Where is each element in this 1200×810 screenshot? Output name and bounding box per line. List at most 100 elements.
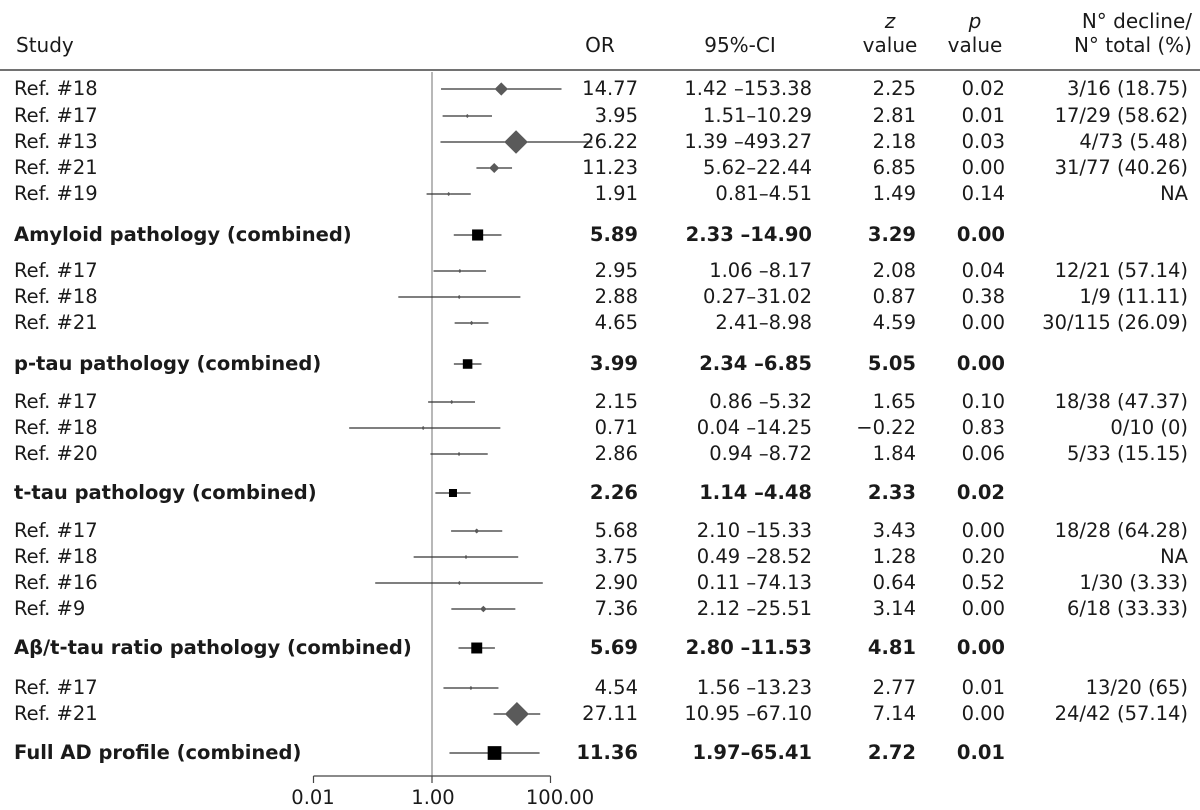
or-value: 5.89 (589, 223, 638, 246)
p-value: 0.02 (956, 481, 1005, 504)
study-estimate-diamond (457, 452, 462, 456)
or-value: 11.23 (582, 156, 638, 179)
study-label: Ref. #17 (14, 676, 98, 699)
decline-total: 13/20 (65) (1085, 676, 1188, 699)
or-value: 2.95 (594, 259, 638, 282)
decline-total: 17/29 (58.62) (1054, 104, 1188, 127)
or-value: 11.36 (576, 741, 638, 764)
ci-value: 0.86 –5.32 (709, 390, 812, 413)
ci-value: 2.41–8.98 (715, 311, 812, 334)
axis-tick-label: 100.00 (525, 786, 595, 809)
header-z-bottom: value (862, 33, 918, 57)
z-value: 3.14 (872, 597, 916, 620)
z-value: 3.43 (872, 519, 916, 542)
ci-value: 1.56 –13.23 (696, 676, 812, 699)
or-value: 2.90 (594, 571, 638, 594)
combined-estimate-square (487, 746, 502, 760)
combined-estimate-square (472, 229, 484, 241)
ci-value: 0.11 –74.13 (696, 571, 812, 594)
or-value: 1.91 (594, 182, 638, 205)
study-label: Ref. #21 (14, 311, 98, 334)
ci-value: 1.51–10.29 (703, 104, 812, 127)
combined-label: t-tau pathology (combined) (14, 481, 317, 504)
ci-value: 10.95 –67.10 (684, 702, 812, 725)
ci-value: 2.80 –11.53 (685, 636, 812, 659)
z-value: 1.49 (872, 182, 916, 205)
or-value: 5.68 (594, 519, 638, 542)
decline-total: 5/33 (15.15) (1066, 442, 1188, 465)
or-value: 4.65 (594, 311, 638, 334)
study-label: Ref. #13 (14, 130, 98, 153)
p-value: 0.00 (956, 636, 1005, 659)
header-n-top: N° decline/ (1081, 9, 1192, 33)
combined-estimate-square (448, 489, 457, 497)
ci-value: 0.49 –28.52 (696, 545, 812, 568)
study-estimate-diamond (457, 581, 462, 585)
study-estimate-diamond (468, 685, 473, 691)
study-estimate-diamond (469, 320, 474, 326)
or-value: 7.36 (594, 597, 638, 620)
z-value: 2.08 (872, 259, 916, 282)
ci-value: 1.06 –8.17 (709, 259, 812, 282)
study-label: Ref. #18 (14, 416, 98, 439)
z-value: 6.85 (872, 156, 916, 179)
ci-value: 1.39 –493.27 (684, 130, 812, 153)
ci-value: 2.33 –14.90 (685, 223, 812, 246)
or-value: 26.22 (582, 130, 638, 153)
study-estimate-diamond (457, 269, 462, 273)
p-value: 0.00 (961, 519, 1005, 542)
z-value: 1.28 (872, 545, 916, 568)
ci-value: 0.04 –14.25 (696, 416, 812, 439)
decline-total: 31/77 (40.26) (1054, 156, 1188, 179)
study-label: Ref. #17 (14, 519, 98, 542)
study-estimate-diamond (494, 82, 508, 96)
study-label: Ref. #16 (14, 571, 98, 594)
or-value: 27.11 (582, 702, 638, 725)
ci-value: 2.10 –15.33 (696, 519, 812, 542)
study-label: Ref. #21 (14, 702, 98, 725)
ci-value: 2.12 –25.51 (696, 597, 812, 620)
ci-value: 1.42 –153.38 (684, 77, 812, 100)
study-estimate-diamond (446, 192, 451, 196)
study-label: Ref. #19 (14, 182, 98, 205)
or-value: 2.15 (594, 390, 638, 413)
p-value: 0.03 (961, 130, 1005, 153)
study-estimate-diamond (457, 295, 462, 299)
header-ci: 95%-CI (704, 33, 776, 57)
decline-total: NA (1160, 545, 1188, 568)
study-label: Ref. #21 (14, 156, 98, 179)
p-value: 0.00 (961, 156, 1005, 179)
z-value: 2.18 (872, 130, 916, 153)
p-value: 0.00 (961, 597, 1005, 620)
p-value: 0.83 (961, 416, 1005, 439)
or-value: 3.75 (594, 545, 638, 568)
combined-label: p-tau pathology (combined) (14, 352, 322, 375)
axis-tick-label: 1.00 (411, 786, 455, 809)
z-value: 2.25 (872, 77, 916, 100)
or-value: 3.95 (594, 104, 638, 127)
decline-total: 1/9 (11.11) (1079, 285, 1188, 308)
p-value: 0.01 (956, 741, 1005, 764)
combined-label: Aβ/t-tau ratio pathology (combined) (14, 636, 412, 659)
z-value: 1.84 (872, 442, 916, 465)
p-value: 0.00 (961, 311, 1005, 334)
decline-total: 18/28 (64.28) (1054, 519, 1188, 542)
ci-value: 0.27–31.02 (703, 285, 812, 308)
study-estimate-diamond (474, 528, 480, 534)
study-label: Ref. #18 (14, 545, 98, 568)
p-value: 0.01 (961, 676, 1005, 699)
or-value: 2.86 (594, 442, 638, 465)
p-value: 0.00 (956, 223, 1005, 246)
or-value: 2.88 (594, 285, 638, 308)
axis-tick-label: 0.01 (291, 786, 335, 809)
decline-total: 3/16 (18.75) (1066, 77, 1188, 100)
study-estimate-diamond (465, 114, 470, 118)
header-or: OR (585, 33, 615, 57)
z-value: −0.22 (856, 416, 916, 439)
decline-total: 0/10 (0) (1110, 416, 1188, 439)
study-estimate-diamond (504, 130, 528, 154)
p-value: 0.38 (961, 285, 1005, 308)
or-value: 14.77 (582, 77, 638, 100)
study-label: Ref. #18 (14, 285, 98, 308)
